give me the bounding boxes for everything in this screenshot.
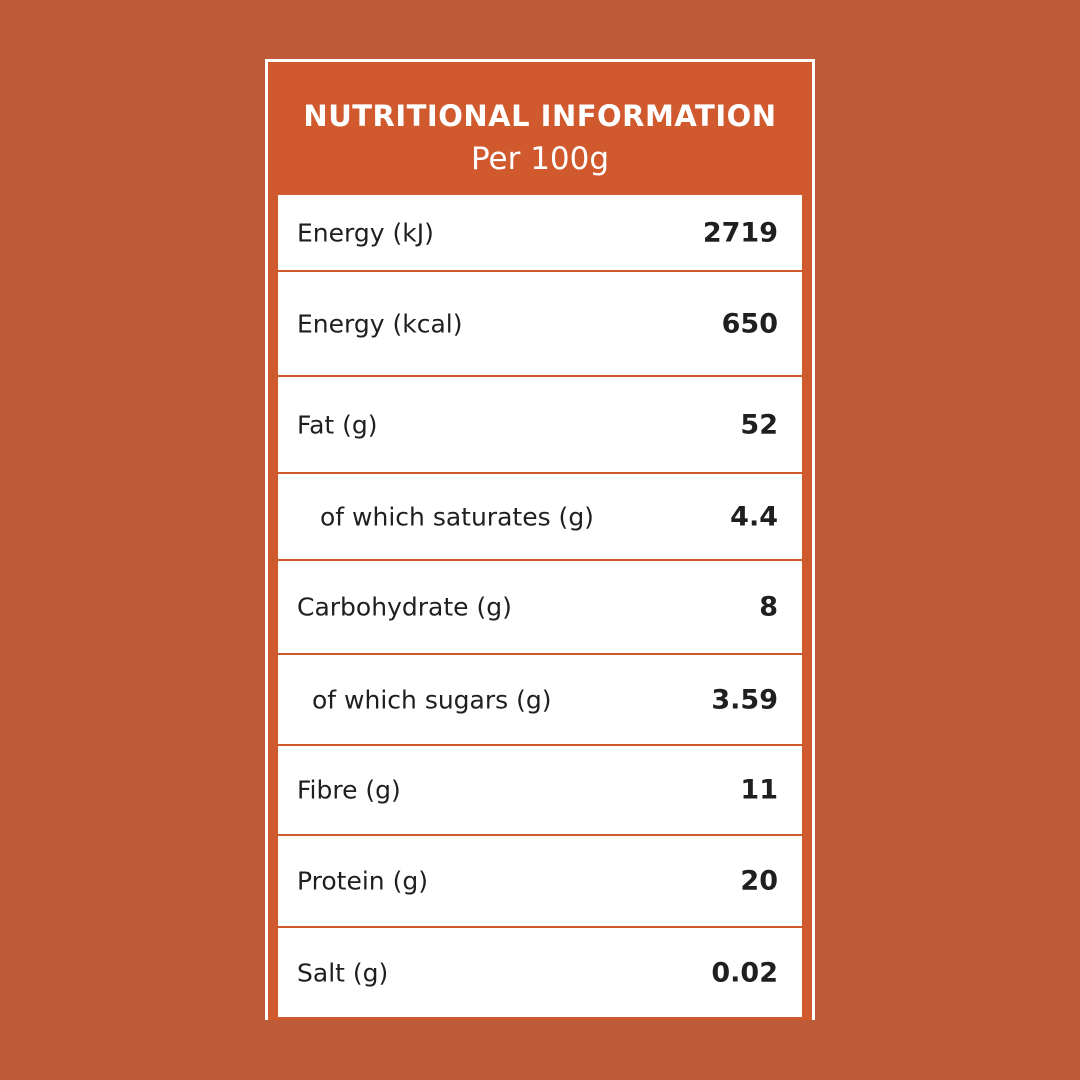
row-value: 2719 — [702, 217, 778, 248]
row-label: Carbohydrate (g) — [297, 592, 512, 622]
row-label: Salt (g) — [297, 958, 389, 987]
table-row: Energy (kJ) 2719 — [278, 195, 802, 272]
row-label: of which saturates (g) — [320, 502, 594, 531]
table-row: Fibre (g) 11 — [278, 746, 802, 836]
table-row: Protein (g) 20 — [278, 836, 802, 928]
panel-header: NUTRITIONAL INFORMATION Per 100g — [268, 62, 812, 195]
row-value: 650 — [721, 308, 778, 339]
panel-title: NUTRITIONAL INFORMATION — [303, 99, 777, 133]
row-value: 52 — [740, 409, 778, 440]
row-value: 4.4 — [730, 501, 778, 532]
nutrition-panel: NUTRITIONAL INFORMATION Per 100g Energy … — [265, 59, 815, 1020]
row-value: 8 — [759, 591, 778, 623]
table-row: Salt (g) 0.02 — [278, 928, 802, 1017]
row-value: 20 — [740, 865, 778, 897]
table-row: Fat (g) 52 — [278, 377, 802, 474]
table-row: Carbohydrate (g) 8 — [278, 561, 802, 655]
row-label: Protein (g) — [297, 866, 428, 896]
row-value: 11 — [740, 774, 778, 806]
table-row: of which sugars (g) 3.59 — [278, 655, 802, 746]
table-row: Energy (kcal) 650 — [278, 272, 802, 377]
row-value: 0.02 — [711, 957, 778, 988]
row-label: Fibre (g) — [297, 775, 401, 805]
row-label: Energy (kcal) — [297, 309, 463, 338]
row-value: 3.59 — [711, 684, 778, 715]
table-row: of which saturates (g) 4.4 — [278, 474, 802, 561]
panel-subtitle: Per 100g — [470, 141, 610, 177]
row-label: Fat (g) — [297, 410, 378, 439]
row-label: Energy (kJ) — [297, 218, 434, 247]
row-label: of which sugars (g) — [312, 685, 552, 714]
nutrition-table: Energy (kJ) 2719 Energy (kcal) 650 Fat (… — [278, 195, 802, 1017]
